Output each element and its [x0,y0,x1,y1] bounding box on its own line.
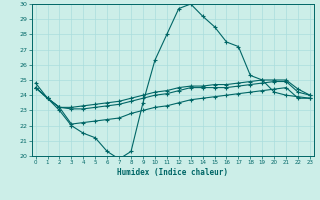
X-axis label: Humidex (Indice chaleur): Humidex (Indice chaleur) [117,168,228,177]
